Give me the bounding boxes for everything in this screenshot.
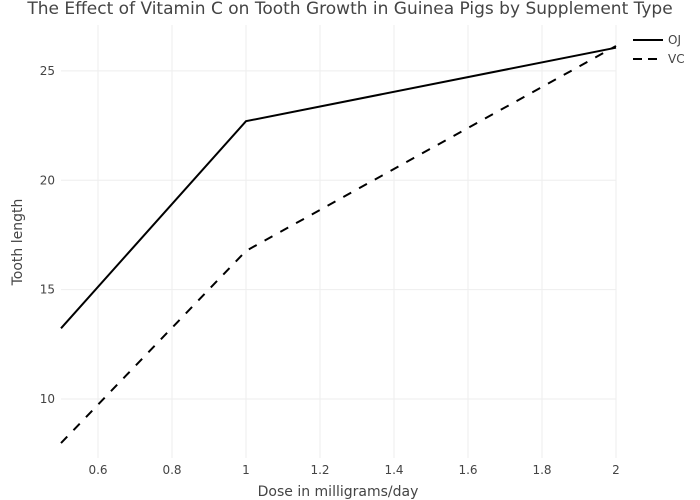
plot-area	[60, 45, 617, 444]
x-tick-label: 1.4	[384, 463, 403, 477]
x-axis-ticks: 0.6 0.8 1 1.2 1.4 1.6 1.8 2	[88, 463, 619, 477]
x-tick-label: 1	[242, 463, 250, 477]
series-line-oj	[60, 46, 617, 329]
x-tick-label: 1.2	[310, 463, 329, 477]
x-tick-label: 1.8	[532, 463, 551, 477]
legend-item-vc[interactable]: VC	[633, 52, 685, 66]
legend-label: VC	[668, 52, 685, 66]
y-axis-title: Tooth length	[10, 199, 26, 287]
legend-item-oj[interactable]: OJ	[633, 33, 681, 47]
grid-lines	[61, 25, 617, 458]
x-tick-label: 0.6	[88, 463, 107, 477]
y-tick-label: 15	[40, 283, 55, 297]
x-tick-label: 1.6	[458, 463, 477, 477]
y-tick-label: 25	[40, 64, 55, 78]
series-line-vc	[60, 45, 617, 444]
x-tick-label: 2	[612, 463, 620, 477]
y-tick-label: 20	[40, 173, 55, 187]
chart-title: The Effect of Vitamin C on Tooth Growth …	[26, 0, 672, 19]
legend-label: OJ	[668, 33, 681, 47]
legend[interactable]: OJ VC	[633, 33, 685, 66]
y-axis-ticks: 10 15 20 25	[40, 64, 55, 406]
x-tick-label: 0.8	[162, 463, 181, 477]
x-axis-title: Dose in milligrams/day	[258, 484, 419, 500]
y-tick-label: 10	[40, 392, 55, 406]
